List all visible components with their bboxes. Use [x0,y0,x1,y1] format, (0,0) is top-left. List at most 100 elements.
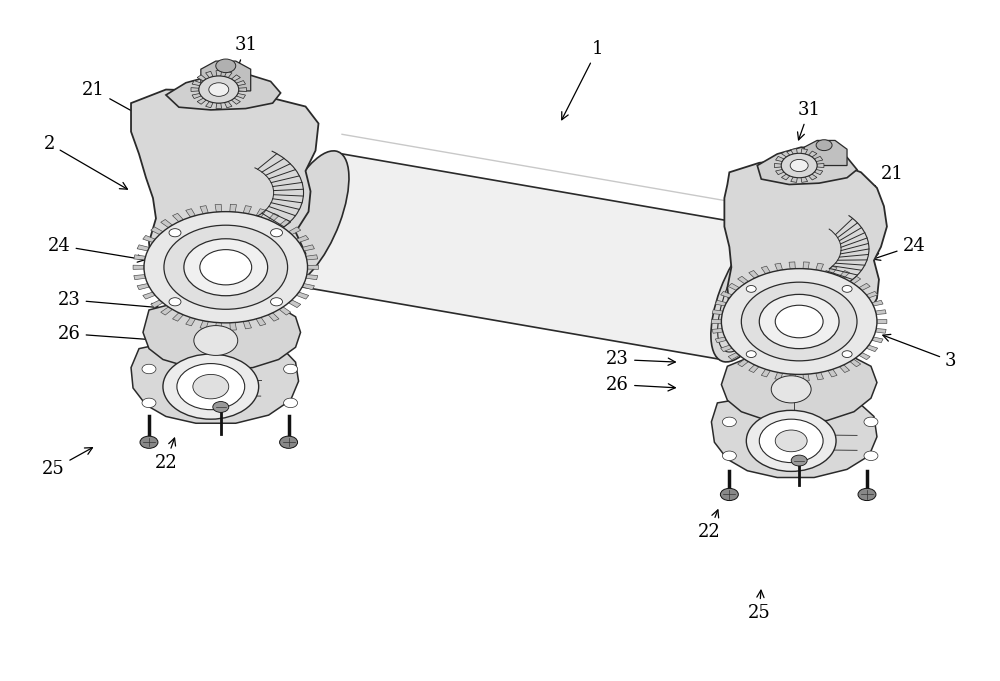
Polygon shape [143,300,301,369]
Polygon shape [850,276,861,284]
Text: 26: 26 [606,376,675,394]
Polygon shape [131,90,319,312]
Circle shape [271,298,283,306]
Polygon shape [151,300,163,308]
Polygon shape [724,159,887,346]
Polygon shape [816,263,824,270]
Polygon shape [814,170,823,174]
Text: 22: 22 [155,438,177,471]
Circle shape [164,225,288,309]
Circle shape [722,451,736,460]
Polygon shape [872,337,883,343]
Ellipse shape [272,151,349,286]
Polygon shape [789,262,795,269]
Polygon shape [236,80,246,86]
Polygon shape [306,274,318,280]
Polygon shape [828,369,837,377]
Polygon shape [307,265,318,270]
Text: 31: 31 [798,101,821,140]
Polygon shape [761,369,770,377]
Circle shape [194,326,238,355]
Polygon shape [738,359,748,367]
Circle shape [741,282,857,361]
Polygon shape [201,61,251,91]
Circle shape [199,76,239,103]
Polygon shape [712,328,723,333]
Circle shape [864,451,878,460]
Circle shape [771,376,811,403]
Polygon shape [243,321,251,329]
Polygon shape [850,359,861,367]
Circle shape [722,417,736,426]
Polygon shape [859,353,870,360]
Polygon shape [231,75,240,81]
Text: 26: 26 [58,325,159,343]
Polygon shape [161,219,172,227]
Polygon shape [791,148,797,154]
Text: 31: 31 [229,37,257,89]
Polygon shape [289,227,301,234]
Polygon shape [738,276,748,284]
Polygon shape [215,323,222,330]
Polygon shape [200,321,208,329]
Polygon shape [791,177,797,183]
Polygon shape [172,213,183,222]
Polygon shape [161,307,172,315]
Polygon shape [302,244,314,251]
Ellipse shape [711,227,788,362]
Polygon shape [711,319,721,323]
Polygon shape [809,151,817,157]
Polygon shape [268,213,279,222]
Text: 1: 1 [562,40,603,120]
Polygon shape [243,206,251,214]
Polygon shape [256,208,266,217]
Text: 24: 24 [48,236,145,262]
Polygon shape [143,236,155,242]
Circle shape [284,364,298,374]
Text: 23: 23 [58,291,159,311]
Polygon shape [279,219,291,227]
Circle shape [177,364,245,410]
Polygon shape [206,101,213,108]
Text: 21: 21 [82,80,175,135]
Circle shape [759,419,823,462]
Polygon shape [803,374,809,381]
Polygon shape [137,283,149,289]
Polygon shape [715,300,726,306]
Polygon shape [216,71,222,76]
Polygon shape [828,266,837,274]
Polygon shape [715,337,726,343]
Polygon shape [776,157,784,161]
Circle shape [842,351,852,358]
Polygon shape [131,339,299,424]
Polygon shape [809,174,817,180]
Circle shape [816,140,832,151]
Polygon shape [757,147,857,185]
Polygon shape [151,227,163,234]
Polygon shape [866,345,878,351]
Circle shape [142,398,156,408]
Text: 25: 25 [42,447,92,478]
Circle shape [759,294,839,349]
Polygon shape [775,373,783,380]
Polygon shape [711,394,877,477]
Polygon shape [133,265,144,270]
Text: 24: 24 [873,236,925,260]
Polygon shape [721,351,877,422]
Polygon shape [143,292,155,299]
Polygon shape [859,283,870,290]
Polygon shape [801,177,808,183]
Polygon shape [712,310,723,315]
Circle shape [142,364,156,374]
Polygon shape [803,262,809,269]
Polygon shape [877,319,887,323]
Polygon shape [875,328,886,333]
Polygon shape [817,163,824,168]
Circle shape [216,59,236,73]
Polygon shape [804,140,847,165]
Polygon shape [814,157,823,161]
Polygon shape [781,174,790,180]
Polygon shape [197,75,206,81]
Polygon shape [775,263,783,270]
Polygon shape [191,88,199,91]
